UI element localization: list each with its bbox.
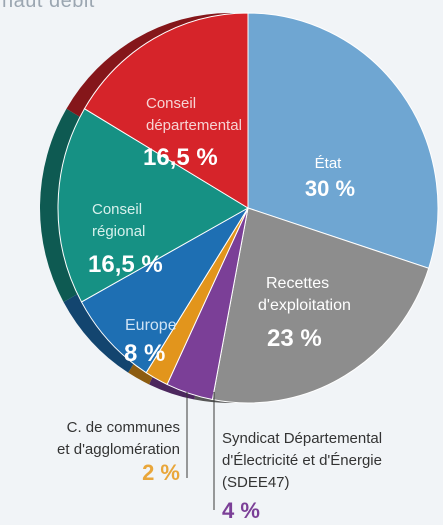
label-sdee-name-3: (SDEE47) (222, 474, 290, 491)
slice-0 (247, 12, 439, 269)
label-communes-name-2: et d'agglomération (57, 441, 180, 458)
label-departemental-value: 16,5 % (143, 144, 218, 171)
label-regional-name-2: régional (92, 223, 145, 240)
leader-lines (186, 392, 215, 510)
label-regional-value: 16,5 % (88, 251, 163, 278)
label-departemental-name-2: départemental (146, 117, 242, 134)
label-etat-value: 30 % (305, 176, 355, 201)
label-sdee-name-1: Syndicat Départemental (222, 430, 382, 447)
label-sdee-name-2: d'Électricité et d'Énergie (222, 452, 382, 469)
label-europe-name: Europe (125, 317, 177, 334)
slice-6 (83, 12, 249, 209)
slice-4 (80, 207, 249, 374)
label-recettes-name-2: d'exploitation (258, 297, 351, 314)
label-etat-name: État (315, 155, 343, 172)
slice-1 (211, 207, 430, 404)
slice-labels: État 30 % Recettes d'exploitation 23 % Europe… (57, 95, 382, 523)
label-communes-name-1: C. de communes (67, 419, 180, 436)
slice-5 (57, 108, 249, 303)
label-europe-value: 8 % (124, 340, 165, 367)
label-communes-value: 2 % (142, 460, 180, 485)
pie-top-layer (57, 12, 439, 404)
label-recettes-name-1: Recettes (266, 275, 329, 292)
label-sdee-value: 4 % (222, 498, 260, 523)
label-regional-name-1: Conseil (92, 201, 142, 218)
label-departemental-name-1: Conseil (146, 95, 196, 112)
label-recettes-value: 23 % (267, 325, 322, 352)
title-fragment: haut débit (2, 0, 95, 12)
